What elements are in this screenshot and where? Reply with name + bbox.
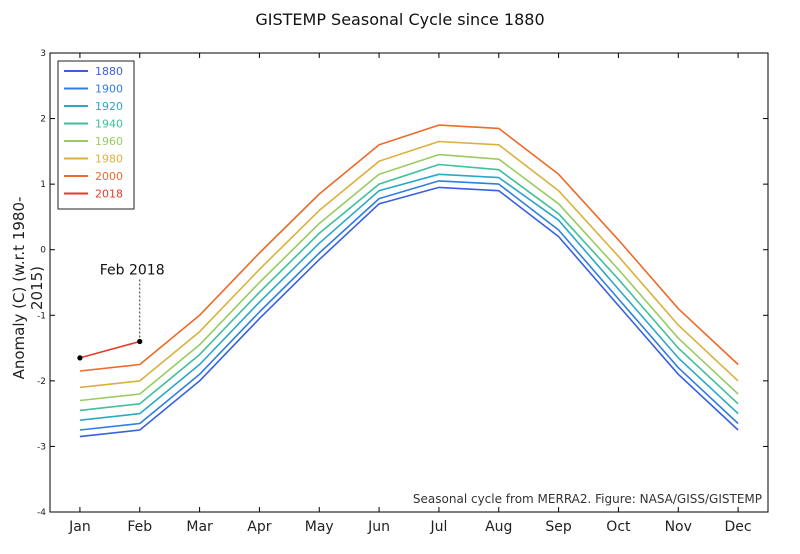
y-tick-label: 1 xyxy=(40,180,46,190)
x-tick-label: Sep xyxy=(545,519,572,535)
y-tick-label: 0 xyxy=(40,246,46,256)
y-tick-label: -3 xyxy=(37,442,46,452)
series-line-1960 xyxy=(79,153,739,402)
series-line-1880 xyxy=(79,186,739,438)
marker-2018 xyxy=(77,355,83,361)
series-line-1920 xyxy=(79,173,739,421)
y-tick-label: -4 xyxy=(37,508,46,518)
x-tick-label: Apr xyxy=(247,519,271,535)
legend-label: 1960 xyxy=(95,135,123,148)
legend-label: 1880 xyxy=(95,65,123,78)
annotation: Feb 2018 xyxy=(77,263,165,361)
legend-label: 1980 xyxy=(95,153,123,166)
series-lines xyxy=(79,124,739,438)
figure-caption: Seasonal cycle from MERRA2. Figure: NASA… xyxy=(413,492,762,506)
x-tick-label: Aug xyxy=(485,519,512,535)
marker-2018 xyxy=(137,338,143,345)
x-tick-label: May xyxy=(305,519,334,535)
y-tick-label: -1 xyxy=(37,311,46,321)
x-tick-label: Feb xyxy=(127,519,152,535)
chart-title: GISTEMP Seasonal Cycle since 1880 xyxy=(255,10,545,29)
legend: 1880 1900 1920 1940 1960 1980 2000 2018 xyxy=(57,60,135,210)
x-tick-label: Jun xyxy=(367,519,390,535)
series-line-1900 xyxy=(79,180,739,431)
legend-label: 1940 xyxy=(95,118,123,131)
legend-box xyxy=(57,60,135,210)
legend-label: 2000 xyxy=(95,170,123,183)
legend-label: 2018 xyxy=(95,188,123,201)
y-tick-label: 3 xyxy=(40,49,46,59)
x-tick-label: Nov xyxy=(665,519,692,535)
series-line-2018 xyxy=(79,340,141,359)
annotation-label: Feb 2018 xyxy=(100,263,165,279)
x-tick-label: Jan xyxy=(68,519,91,535)
axes: -4 -3 -2 -1 0 1 2 3 Jan Feb Mar Apr May Jun Jul Aug Sep O… xyxy=(37,49,768,535)
plot-frame xyxy=(49,52,769,513)
x-tick-label: Dec xyxy=(725,519,752,535)
x-tick-label: Mar xyxy=(186,519,213,535)
series-line-1940 xyxy=(79,163,739,412)
y-tick-label: -2 xyxy=(37,377,46,387)
x-tick-label: Jul xyxy=(429,519,447,535)
legend-label: 1900 xyxy=(95,83,123,96)
legend-label: 1920 xyxy=(95,100,123,113)
series-line-1980 xyxy=(79,140,739,389)
x-tick-label: Oct xyxy=(606,519,631,535)
series-line-2000 xyxy=(79,124,739,372)
y-tick-label: 2 xyxy=(40,115,46,125)
